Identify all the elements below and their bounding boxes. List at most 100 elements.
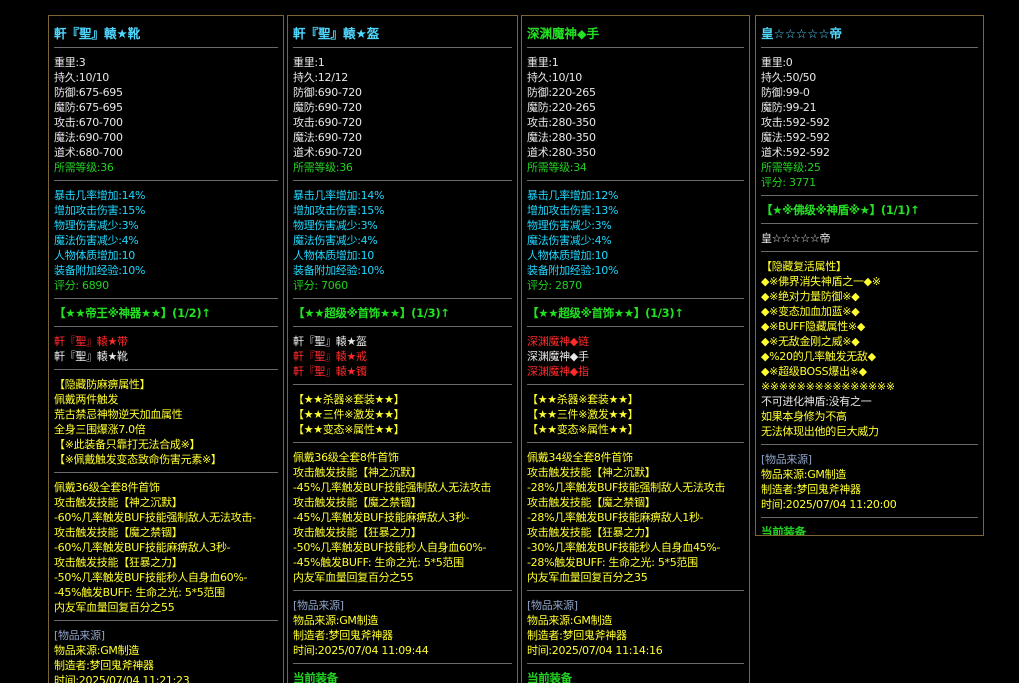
tooltip-line: 防御:99-0 — [761, 86, 810, 99]
tooltip-line: 物品来源:GM制造 — [293, 614, 379, 627]
tooltip-line: 物品来源:GM制造 — [761, 468, 847, 481]
tooltip-line: 【隐藏防麻痹属性】 — [54, 378, 151, 391]
tooltip-line: 【★★三件※激发★★】 — [527, 408, 639, 421]
tooltip-line: 内友军血量回复百分之55 — [293, 571, 414, 584]
tooltip-line: 增加攻击伤害:15% — [293, 204, 385, 217]
tooltip-line: [物品来源] — [761, 453, 812, 466]
tooltip-line: 所需等级:25 — [761, 161, 821, 174]
tooltip-line: -28%几率触发BUF技能麻痹敌人1秒- — [527, 511, 704, 524]
tooltip-line: ※※※※※※※※※※※※※※※ — [761, 380, 895, 393]
tooltip-line: 评分: 6890 — [54, 279, 109, 292]
tooltip-line: 荒古禁忌神物逆天加血属性 — [54, 408, 183, 421]
tooltip-line: 軒『聖』轅★盔 — [293, 335, 367, 348]
tooltip-line: 暴击几率增加:14% — [54, 189, 146, 202]
tooltip-section: 重里:1 持久:10/10 防御:220-265 魔防:220-265 攻击:280-3… — [527, 48, 744, 181]
tooltip-line: 軒『聖』轅★靴 — [54, 350, 128, 363]
tooltip-line: 时间:2025/07/04 11:14:16 — [527, 644, 663, 657]
tooltip-line: -45%触发BUFF: 生命之光: 5*5范围 — [54, 586, 225, 599]
tooltip-line: 魔防:220-265 — [527, 101, 596, 114]
tooltip-line: 【★※佛级※神盾※★】(1/1)↑ — [761, 203, 920, 217]
tooltip-line: 道术:592-592 — [761, 146, 830, 159]
item-title: 皇☆☆☆☆☆帝 — [761, 16, 978, 48]
tooltip-section: 【隐藏防麻痹属性】 佩戴两件触发 荒古禁忌神物逆天加血属性 全身三围爆涨7.0倍 【※此… — [54, 370, 278, 473]
tooltip-line: 道术:280-350 — [527, 146, 596, 159]
tooltip-line: [物品来源] — [293, 599, 344, 612]
tooltip-line: 暴击几率增加:12% — [527, 189, 619, 202]
tooltip-line: 軒『聖』轅★带 — [54, 335, 128, 348]
tooltip-line: 【★★变态※属性★★】 — [293, 423, 405, 436]
tooltip-section: 軒『聖』轅★带 軒『聖』轅★靴 — [54, 327, 278, 370]
tooltip-line: 如果本身修为不高 — [761, 410, 847, 423]
tooltip-section: [物品来源] 物品来源:GM制造制造者:梦回鬼斧神器时间:2025/07/04 1… — [293, 591, 512, 664]
tooltip-section: 佩戴36级全套8件首饰 攻击触发技能【神之沉默】 -60%几率触发BUF技能强制敌人… — [54, 473, 278, 621]
tooltip-line: 【※佩戴触发变态致命伤害元素※】 — [54, 453, 222, 466]
tooltip-line: 当前装备 — [527, 671, 572, 683]
tooltip-line: 佩戴34级全套8件首饰 — [527, 451, 633, 464]
tooltip-line: ◆※变态加血加蓝※◆ — [761, 305, 860, 318]
tooltip-line: 全身三围爆涨7.0倍 — [54, 423, 146, 436]
tooltip-line: 【★★帝王※神器★★】(1/2)↑ — [54, 306, 211, 320]
tooltip-line: 所需等级:36 — [293, 161, 353, 174]
tooltip-line: -28%几率触发BUF技能强制敌人无法攻击 — [527, 481, 726, 494]
tooltip-line: 不可进化神盾:没有之一 — [761, 395, 872, 408]
tooltip-section: 深渊魔神◆链 深渊魔神◆手 深渊魔神◆指 — [527, 327, 744, 385]
tooltip-line: -45%触发BUFF: 生命之光: 5*5范围 — [293, 556, 464, 569]
tooltip-line: 攻击:592-592 — [761, 116, 830, 129]
tooltip-line: 当前装备 — [293, 671, 338, 683]
tooltip-line: 攻击:690-720 — [293, 116, 362, 129]
tooltip-section: [物品来源] 物品来源:GM制造制造者:梦回鬼斧神器时间:2025/07/04 1… — [527, 591, 744, 664]
item-tooltip: 深渊魔神◆手 重里:1 持久:10/10 防御:220-265 魔防:220-265 攻击… — [521, 15, 750, 683]
tooltip-line: -30%几率触发BUF技能秒人自身血45%- — [527, 541, 721, 554]
tooltip-line: 重里:1 — [293, 56, 325, 69]
tooltip-section: 佩戴36级全套8件首饰 攻击触发技能【神之沉默】 -45%几率触发BUF技能强制敌人… — [293, 443, 512, 591]
tooltip-line: 【隐藏复活属性】 — [761, 260, 847, 273]
tooltip-line: 攻击触发技能【神之沉默】 — [54, 496, 183, 509]
tooltip-line: [物品来源] — [527, 599, 578, 612]
tooltip-line: 【★★超级※首饰★★】(1/3)↑ — [527, 306, 684, 320]
tooltip-line: 重里:0 — [761, 56, 793, 69]
item-tooltip: 軒『聖』轅★盔 重里:1 持久:12/12 防御:690-720 魔防:690-720 攻… — [287, 15, 518, 683]
tooltip-section: 暴击几率增加:14% 增加攻击伤害:15% 物理伤害减少:3% 魔法伤害减少:4% 人物… — [293, 181, 512, 299]
tooltip-line: 軒『聖』轅★戒 — [293, 350, 367, 363]
tooltip-line: [物品来源] — [54, 629, 105, 642]
tooltip-section: 【★★杀器※套装★★】 【★★三件※激发★★】 【★★变态※属性★★】 — [527, 385, 744, 443]
tooltip-line: 持久:50/50 — [761, 71, 817, 84]
tooltip-line: 攻击触发技能【狂暴之力】 — [293, 526, 422, 539]
tooltip-line: 物理伤害减少:3% — [54, 219, 139, 232]
tooltip-line: 攻击触发技能【神之沉默】 — [527, 466, 656, 479]
tooltip-line: 魔法:690-700 — [54, 131, 123, 144]
tooltip-line: -28%触发BUFF: 生命之光: 5*5范围 — [527, 556, 698, 569]
item-tooltip: 軒『聖』轅★靴 重里:3 持久:10/10 防御:675-695 魔防:675-695 攻… — [48, 15, 284, 683]
tooltip-line: 【★★杀器※套装★★】 — [293, 393, 405, 406]
tooltip-line: 持久:10/10 — [527, 71, 583, 84]
tooltip-line: 时间:2025/07/04 11:09:44 — [293, 644, 429, 657]
tooltip-line: 防御:675-695 — [54, 86, 123, 99]
tooltip-line: 增加攻击伤害:13% — [527, 204, 619, 217]
tooltip-line: 所需等级:34 — [527, 161, 587, 174]
tooltip-line: 时间:2025/07/04 11:20:00 — [761, 498, 897, 511]
tooltip-section: 重里:3 持久:10/10 防御:675-695 魔防:675-695 攻击:670-7… — [54, 48, 278, 181]
item-title: 軒『聖』轅★盔 — [293, 16, 512, 48]
tooltip-line: ◆%20的几率触发无敌◆ — [761, 350, 876, 363]
tooltip-line: 佩戴两件触发 — [54, 393, 119, 406]
tooltip-section: [物品来源] 物品来源:GM制造 制造者:梦回鬼斧神器 时间:2025/07/04 1… — [761, 445, 978, 518]
tooltip-line: 佩戴36级全套8件首饰 — [54, 481, 160, 494]
tooltip-line: 攻击触发技能【魔之禁锢】 — [54, 526, 183, 539]
tooltip-line: 持久:12/12 — [293, 71, 349, 84]
tooltip-section: 暴击几率增加:12% 增加攻击伤害:13% 物理伤害减少:3% 魔法伤害减少:4% 人物… — [527, 181, 744, 299]
tooltip-line: 【★★三件※激发★★】 — [293, 408, 405, 421]
tooltip-line: -45%几率触发BUF技能麻痹敌人3秒- — [293, 511, 470, 524]
tooltip-line: 攻击触发技能【狂暴之力】 — [527, 526, 656, 539]
tooltip-section: 当前装备 — [293, 664, 512, 683]
tooltip-line: 时间:2025/07/04 11:21:23 — [54, 674, 190, 683]
tooltip-line: 制造者:梦回鬼斧神器 — [293, 629, 393, 642]
tooltip-section: [物品来源] 物品来源:GM制造 制造者:梦回鬼斧神器 时间:2025/07/04 1… — [54, 621, 278, 683]
tooltip-line: 制造者:梦回鬼斧神器 — [527, 629, 627, 642]
tooltip-line: 人物体质增加:10 — [54, 249, 136, 262]
tooltip-line: 魔法:592-592 — [761, 131, 830, 144]
tooltip-line: 【★★杀器※套装★★】 — [527, 393, 639, 406]
item-title: 軒『聖』轅★靴 — [54, 16, 278, 48]
tooltip-line: 物品来源:GM制造 — [54, 644, 140, 657]
tooltip-line: 物品来源:GM制造 — [527, 614, 613, 627]
